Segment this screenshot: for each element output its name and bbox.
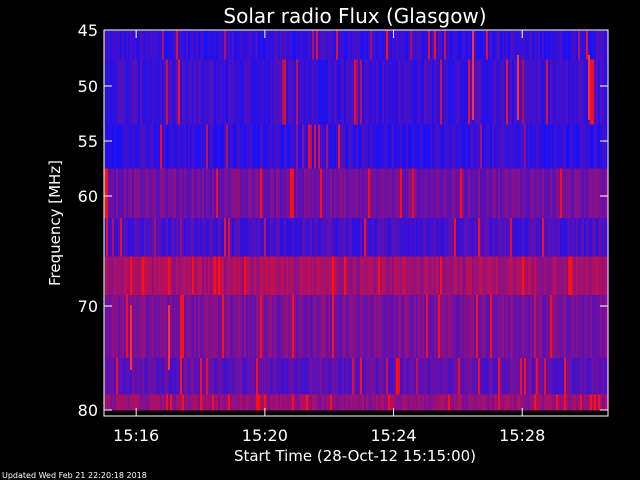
x-tick-label: 15:24 [370,426,416,445]
updated-timestamp: Updated Wed Feb 21 22:20:18 2018 [2,471,147,480]
burst-streak [130,305,132,370]
y-tick-label: 50 [78,77,98,96]
x-axis-label: Start Time (28-Oct-12 15:15:00) [234,447,476,465]
x-tick-label: 15:16 [113,426,159,445]
y-axis: 45 50 55 60 70 80 [78,21,608,420]
heatmap-band [104,59,609,125]
heatmap-band [104,358,609,395]
heatmap-band [104,256,609,296]
heatmap-band [104,295,609,359]
y-tick-label: 45 [78,21,98,40]
heatmap-band [104,168,609,219]
burst-streak [517,55,519,120]
y-tick-label: 70 [78,297,98,316]
heatmap-band [104,394,609,411]
y-axis-label: Frequency [MHz] [46,160,64,286]
chart-title: Solar radio Flux (Glasgow) [223,4,486,28]
y-tick-label: 55 [78,132,98,151]
burst-streak [588,55,590,120]
burst-streak [168,305,170,370]
x-tick-label: 15:20 [242,426,288,445]
heatmap-band [104,30,609,60]
x-axis: 15:16 15:20 15:24 15:28 [113,30,545,445]
heatmap-plot-area [104,30,609,411]
heatmap-band [104,124,609,169]
heatmap-band [104,218,609,257]
x-tick-label: 15:28 [499,426,545,445]
y-tick-label: 60 [78,187,98,206]
y-tick-label: 80 [78,401,98,420]
burst-streak [472,31,474,120]
plot-frame [103,29,609,417]
